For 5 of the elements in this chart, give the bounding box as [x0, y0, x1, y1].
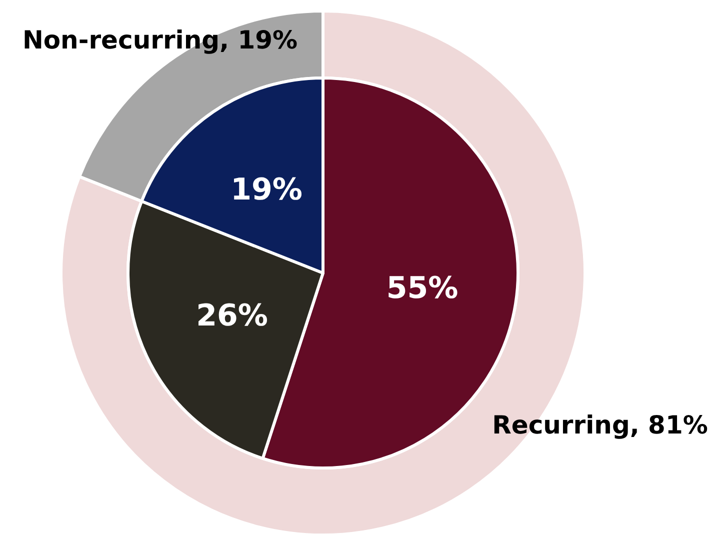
- slice-label: Recurring, 81%: [492, 410, 708, 440]
- slice-label: Non-recurring, 19%: [22, 26, 298, 54]
- data-label: 26%: [196, 298, 268, 334]
- data-label: 55%: [386, 271, 458, 306]
- data-label: 19%: [230, 172, 302, 208]
